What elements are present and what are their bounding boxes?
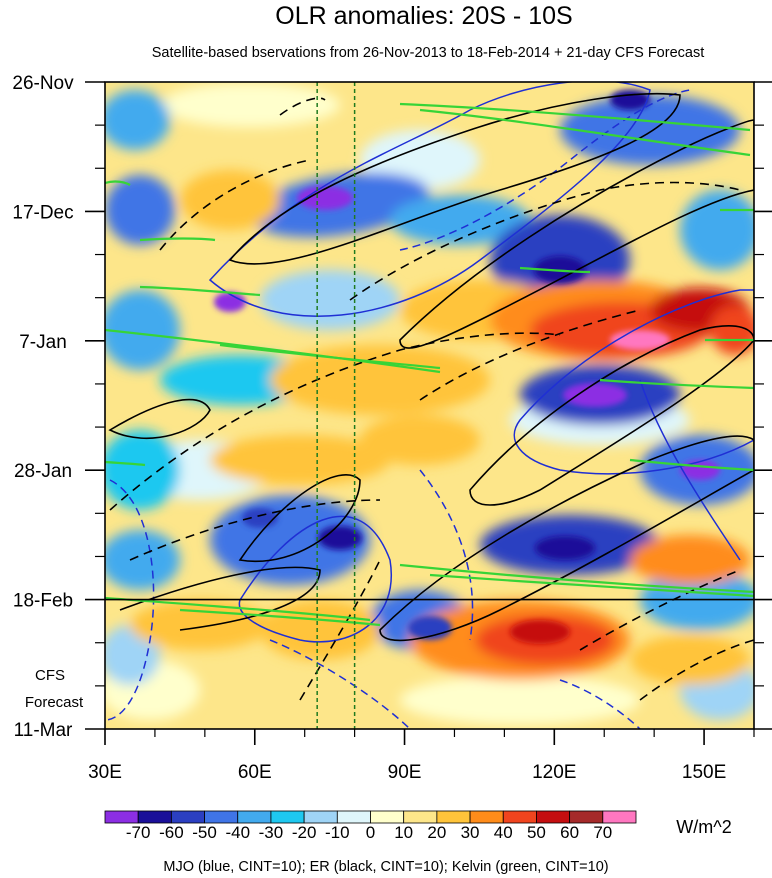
olr-anomaly-field	[105, 83, 754, 725]
x-tick-label: 90E	[388, 762, 422, 783]
kelvin-contours	[105, 102, 754, 627]
colorbar-label: 60	[560, 823, 579, 842]
colorbar-label: 40	[494, 823, 513, 842]
chart-subtitle: Satellite-based bservations from 26-Nov-…	[152, 45, 705, 61]
colorbar-swatch	[336, 810, 371, 824]
y-tick-label: 7-Jan	[19, 332, 67, 353]
colorbar-swatch	[370, 810, 405, 824]
colorbar-label: 20	[427, 823, 446, 842]
colorbar-swatch	[170, 810, 205, 824]
y-tick-label: 17-Dec	[12, 202, 73, 223]
colorbar-swatch	[303, 810, 338, 824]
colorbar-label: -50	[192, 823, 217, 842]
colorbar-label: -30	[259, 823, 284, 842]
colorbar-label: 10	[394, 823, 413, 842]
plot-frame	[104, 81, 755, 730]
legend-note: MJO (blue, CINT=10); ER (black, CINT=10)…	[163, 859, 608, 875]
chart-title: OLR anomalies: 20S - 10S	[275, 2, 572, 30]
colorbar-label: -60	[159, 823, 184, 842]
x-tick-label: 120E	[532, 762, 576, 783]
colorbar-swatch	[104, 810, 139, 824]
forecast-label-line-1: CFS	[35, 667, 65, 684]
y-axis: 26-Nov 17-Dec 7-Jan 28-Jan 18-Feb 11-Mar	[12, 73, 772, 741]
colorbar-label: -70	[126, 823, 151, 842]
colorbar-label: 70	[593, 823, 612, 842]
y-tick-label: 18-Feb	[13, 591, 73, 612]
colorbar-label: 30	[461, 823, 480, 842]
mjo-contours	[105, 82, 754, 729]
colorbar-swatch	[536, 810, 571, 824]
colorbar-label: -20	[292, 823, 317, 842]
colorbar-swatch	[237, 810, 272, 824]
x-tick-label: 60E	[238, 762, 272, 783]
colorbar-unit: W/m^2	[676, 817, 731, 837]
forecast-label-line-2: Forecast	[25, 694, 84, 711]
colorbar-swatch	[204, 810, 239, 824]
colorbar-label: -10	[325, 823, 350, 842]
y-tick-label: 26-Nov	[12, 73, 74, 94]
colorbar-swatch	[569, 810, 604, 824]
colorbar-swatch	[436, 810, 471, 824]
x-tick-label: 150E	[682, 762, 726, 783]
y-tick-label: 11-Mar	[14, 720, 73, 741]
colorbar: -70 -60 -50 -40 -30 -20 -10 0 10 20 30 40 50 60 70	[104, 810, 637, 842]
x-tick-label: 30E	[88, 762, 122, 783]
plot-area	[105, 82, 754, 729]
colorbar-swatch	[270, 810, 305, 824]
colorbar-label: 50	[527, 823, 546, 842]
reference-longitude-lines	[316, 82, 356, 729]
colorbar-swatch	[602, 810, 637, 824]
colorbar-swatch	[502, 810, 537, 824]
colorbar-swatch	[137, 810, 172, 824]
colorbar-label: 0	[366, 823, 375, 842]
colorbar-label: -40	[225, 823, 250, 842]
colorbar-swatch	[403, 810, 438, 824]
x-axis: 30E 60E 90E 120E 150E	[88, 729, 755, 783]
olr-anomaly-cores	[214, 90, 720, 644]
colorbar-swatch	[469, 810, 504, 824]
y-tick-label: 28-Jan	[14, 461, 72, 482]
